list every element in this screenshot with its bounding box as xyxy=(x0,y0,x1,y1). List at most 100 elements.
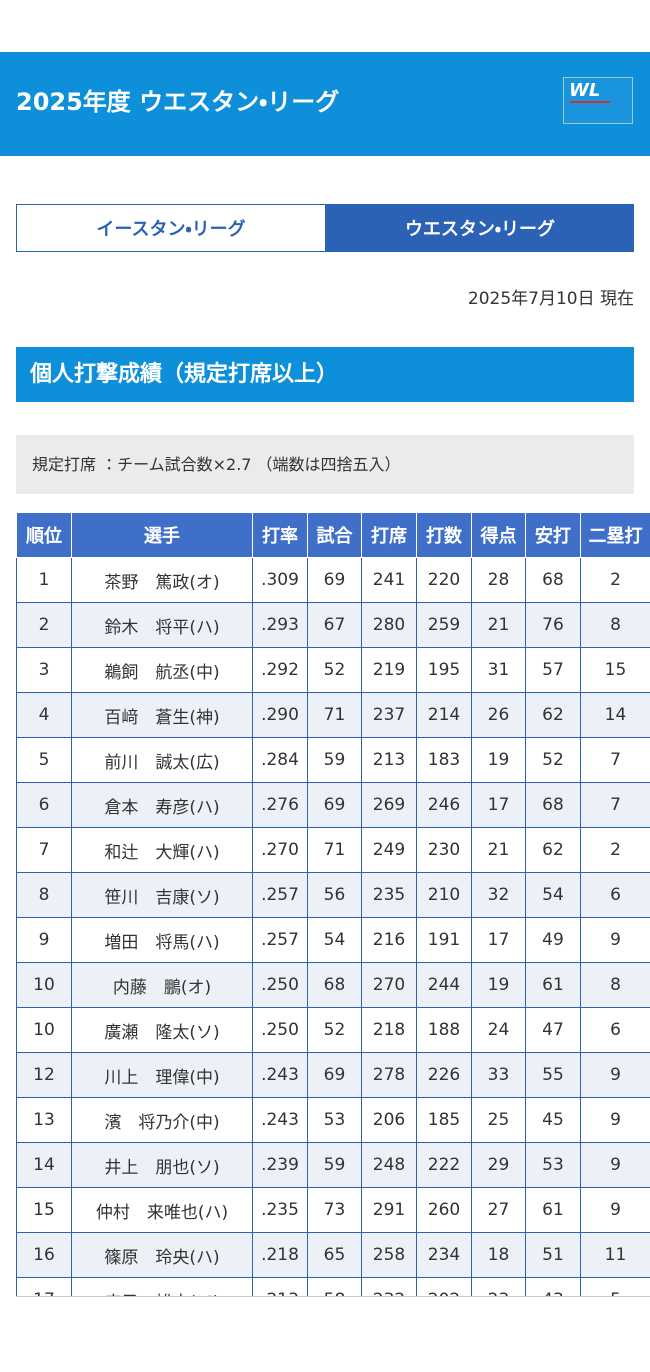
table-cell: 16 xyxy=(16,1232,72,1278)
table-cell: 31 xyxy=(471,647,526,693)
table-cell[interactable]: 井上 朋也(ソ) xyxy=(71,1142,253,1188)
table-cell: 232 xyxy=(361,1277,417,1296)
table-cell: 58 xyxy=(307,1277,362,1296)
table-cell: 234 xyxy=(416,1232,472,1278)
table-cell[interactable]: 茶野 篤政(オ) xyxy=(71,557,253,603)
table-cell: .292 xyxy=(252,647,308,693)
table-row: 13 濱 将乃介(中) .243 53 206 185 25 45 9 xyxy=(16,1097,650,1143)
table-cell: 59 xyxy=(307,737,362,783)
column-header[interactable]: 安打 xyxy=(525,512,581,558)
table-cell[interactable]: 内藤 鵬(オ) xyxy=(71,962,253,1008)
table-cell: 17 xyxy=(471,917,526,963)
table-cell: 25 xyxy=(471,1097,526,1143)
column-header[interactable]: 順位 xyxy=(16,512,72,558)
table-row: 3 鵜飼 航丞(中) .292 52 219 195 31 57 15 xyxy=(16,647,650,693)
table-cell: .243 xyxy=(252,1097,308,1143)
table-cell: 52 xyxy=(307,1007,362,1053)
tab-active[interactable]: ウエスタン・リーグ xyxy=(326,204,634,252)
table-cell[interactable]: 仲村 来唯也(ハ) xyxy=(71,1187,253,1233)
table-row: 2 鈴木 将平(ハ) .293 67 280 259 21 76 8 xyxy=(16,602,650,648)
table-cell[interactable]: 百﨑 蒼生(神) xyxy=(71,692,253,738)
table-row: 12 川上 理偉(中) .243 69 278 226 33 55 9 xyxy=(16,1052,650,1098)
table-cell: 244 xyxy=(416,962,472,1008)
table-cell: 54 xyxy=(307,917,362,963)
logo[interactable]: WL xyxy=(563,77,633,124)
table-cell: 291 xyxy=(361,1187,417,1233)
table-cell: .290 xyxy=(252,692,308,738)
table-cell: .239 xyxy=(252,1142,308,1188)
table-cell: .309 xyxy=(252,557,308,603)
header-bar: 2025年度 ウエスタン・リーグ WL xyxy=(0,52,650,156)
table-cell: 216 xyxy=(361,917,417,963)
table-cell: 61 xyxy=(525,962,581,1008)
table-cell: 33 xyxy=(471,1052,526,1098)
column-header[interactable]: 選手 xyxy=(71,512,253,558)
table-cell[interactable]: 鵜飼 航丞(中) xyxy=(71,647,253,693)
table-cell[interactable]: 和辻 大輝(ハ) xyxy=(71,827,253,873)
table-cell: .276 xyxy=(252,782,308,828)
column-header[interactable]: 得点 xyxy=(471,512,526,558)
table-cell: 19 xyxy=(471,737,526,783)
table-cell[interactable]: 倉本 寿彦(ハ) xyxy=(71,782,253,828)
column-header[interactable]: 打席 xyxy=(361,512,417,558)
table-cell[interactable]: 川上 理偉(中) xyxy=(71,1052,253,1098)
column-header[interactable]: 打数 xyxy=(416,512,472,558)
table-cell: 52 xyxy=(307,647,362,693)
table-cell[interactable]: 鈴木 将平(ハ) xyxy=(71,602,253,648)
table-cell: 7 xyxy=(580,737,650,783)
table-row: 5 前川 誠太(広) .284 59 213 183 19 52 7 xyxy=(16,737,650,783)
table-cell: 214 xyxy=(416,692,472,738)
table-cell: 278 xyxy=(361,1052,417,1098)
table-cell: 23 xyxy=(471,1277,526,1296)
table-row: 17庄子 雄大(ソ).2135823220223435 xyxy=(16,1277,650,1296)
table-cell: 51 xyxy=(525,1232,581,1278)
table-cell: 13 xyxy=(16,1097,72,1143)
table-row: 10 廣瀬 隆太(ソ) .250 52 218 188 24 47 6 xyxy=(16,1007,650,1053)
league-tabs: イースタン・リーグ ウエスタン・リーグ xyxy=(16,204,634,252)
table-cell[interactable]: 篠原 玲央(ハ) xyxy=(71,1232,253,1278)
table-cell[interactable]: 前川 誠太(広) xyxy=(71,737,253,783)
table-cell: 195 xyxy=(416,647,472,693)
table-cell: 246 xyxy=(416,782,472,828)
table-cell: .250 xyxy=(252,1007,308,1053)
table-cell: 17 xyxy=(16,1277,72,1296)
table-cell: 202 xyxy=(416,1277,472,1296)
table-row: 9 増田 将馬(ハ) .257 54 216 191 17 49 9 xyxy=(16,917,650,963)
tab[interactable]: イースタン・リーグ xyxy=(16,204,326,252)
table-cell[interactable]: 庄子 雄大(ソ) xyxy=(71,1277,253,1296)
table-cell[interactable]: 濱 将乃介(中) xyxy=(71,1097,253,1143)
table-cell: 71 xyxy=(307,827,362,873)
column-header[interactable]: 二塁打 xyxy=(580,512,650,558)
table-cell: 29 xyxy=(471,1142,526,1188)
table-cell: .257 xyxy=(252,917,308,963)
table-cell: 6 xyxy=(16,782,72,828)
table-cell: .213 xyxy=(252,1277,308,1296)
table-cell: 8 xyxy=(16,872,72,918)
table-cell[interactable]: 増田 将馬(ハ) xyxy=(71,917,253,963)
table-cell: .235 xyxy=(252,1187,308,1233)
table-cell[interactable]: 廣瀬 隆太(ソ) xyxy=(71,1007,253,1053)
table-cell: 8 xyxy=(580,962,650,1008)
table-cell: 1 xyxy=(16,557,72,603)
table-cell: 68 xyxy=(307,962,362,1008)
note: 規定打席 ：チーム試合数×2.7 （端数は四捨五入） xyxy=(16,435,634,494)
table-cell: 2 xyxy=(580,827,650,873)
table-cell[interactable]: 笹川 吉康(ソ) xyxy=(71,872,253,918)
table-cell: 10 xyxy=(16,1007,72,1053)
column-header[interactable]: 試合 xyxy=(307,512,362,558)
table-cell: 76 xyxy=(525,602,581,648)
table-cell: 62 xyxy=(525,692,581,738)
table-cell: 53 xyxy=(307,1097,362,1143)
table-cell: 4 xyxy=(16,692,72,738)
table-cell: 69 xyxy=(307,1052,362,1098)
table-cell: 7 xyxy=(580,782,650,828)
table-cell: 270 xyxy=(361,962,417,1008)
table-cell: 9 xyxy=(580,1052,650,1098)
table-cell: 222 xyxy=(416,1142,472,1188)
column-header[interactable]: 打率 xyxy=(252,512,308,558)
table-cell: 53 xyxy=(525,1142,581,1188)
table-cell: 220 xyxy=(416,557,472,603)
stats-table: 順位 選手 打率 試合 打席 打数 得点 安打 二塁打 1 茶野 篤政(オ) .309 69 241 22… xyxy=(16,512,650,1296)
